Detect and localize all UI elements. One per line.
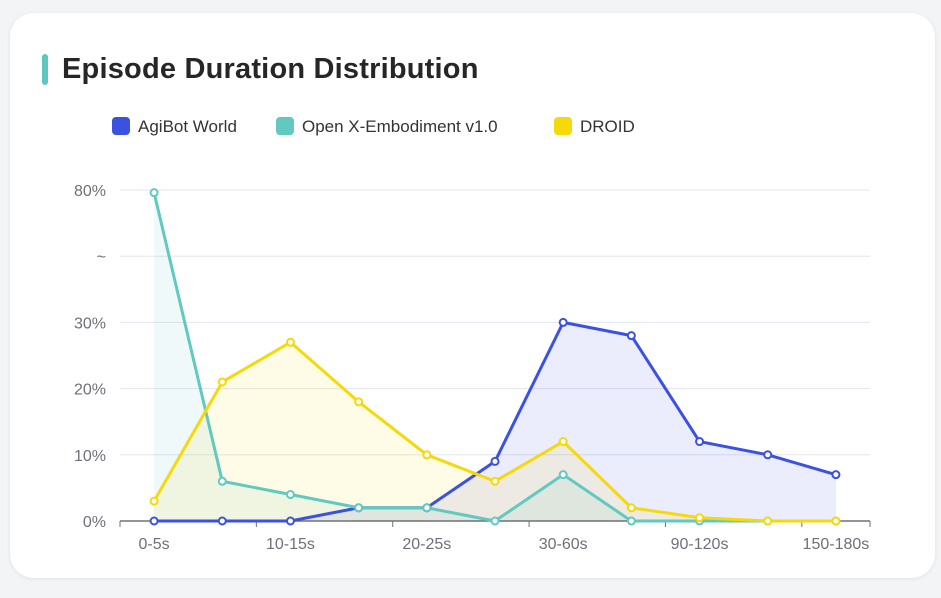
legend-label: DROID bbox=[580, 117, 635, 136]
data-point bbox=[695, 513, 705, 523]
data-point bbox=[490, 516, 500, 526]
area-1 bbox=[154, 192, 836, 521]
title-accent-bar bbox=[42, 54, 48, 85]
area-2 bbox=[154, 342, 836, 521]
data-point bbox=[695, 437, 705, 447]
data-point bbox=[217, 516, 227, 526]
legend-item: AgiBot World bbox=[112, 117, 237, 136]
chart-header: Episode Duration Distribution bbox=[42, 53, 479, 86]
x-tick-label: 10-15s bbox=[266, 536, 315, 553]
data-point bbox=[831, 516, 841, 526]
data-point bbox=[149, 496, 159, 506]
data-point bbox=[626, 516, 636, 526]
data-point bbox=[285, 516, 295, 526]
data-point bbox=[217, 476, 227, 486]
y-tick-label: 80% bbox=[74, 183, 106, 200]
data-point bbox=[558, 437, 568, 447]
data-point bbox=[490, 456, 500, 466]
data-point bbox=[285, 490, 295, 500]
y-tick-label: 20% bbox=[74, 382, 106, 399]
x-tick-label: 90-120s bbox=[671, 536, 729, 553]
data-point bbox=[763, 516, 773, 526]
x-tick-label: 30-60s bbox=[539, 536, 588, 553]
data-point bbox=[558, 317, 568, 327]
data-point bbox=[354, 397, 364, 407]
data-point bbox=[149, 188, 159, 198]
chart-title: Episode Duration Distribution bbox=[62, 53, 479, 85]
y-tick-label: 0% bbox=[83, 514, 106, 531]
legend-label: AgiBot World bbox=[138, 117, 237, 136]
data-point bbox=[217, 377, 227, 387]
area-0 bbox=[154, 322, 836, 521]
legend-item: DROID bbox=[554, 117, 635, 136]
x-tick-label: 20-25s bbox=[402, 536, 451, 553]
data-point bbox=[422, 503, 432, 513]
legend-label: Open X-Embodiment v1.0 bbox=[302, 117, 498, 136]
legend-item: Open X-Embodiment v1.0 bbox=[276, 117, 498, 136]
data-point bbox=[285, 337, 295, 347]
x-tick-label: 150-180s bbox=[803, 536, 870, 553]
data-point bbox=[831, 470, 841, 480]
legend-swatch bbox=[276, 117, 294, 135]
x-tick-label: 0-5s bbox=[139, 536, 170, 553]
data-point bbox=[422, 450, 432, 460]
legend-swatch bbox=[554, 117, 572, 135]
data-point bbox=[354, 503, 364, 513]
y-tick-label: 10% bbox=[74, 448, 106, 465]
legend-swatch bbox=[112, 117, 130, 135]
data-point bbox=[149, 516, 159, 526]
data-point bbox=[558, 470, 568, 480]
y-tick-label: ~ bbox=[97, 249, 106, 266]
data-point bbox=[763, 450, 773, 460]
data-point bbox=[490, 476, 500, 486]
data-point bbox=[626, 331, 636, 341]
data-point bbox=[626, 503, 636, 513]
y-tick-label: 30% bbox=[74, 315, 106, 332]
